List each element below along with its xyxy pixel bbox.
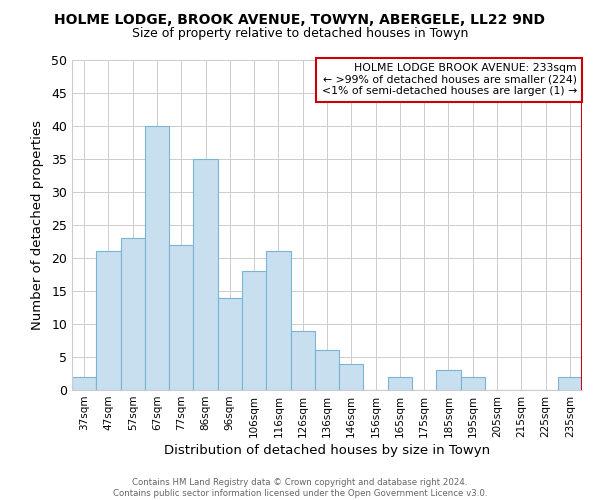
Bar (242, 271, 266, 390)
Bar (72, 377, 96, 390)
X-axis label: Distribution of detached houses by size in Towyn: Distribution of detached houses by size … (164, 444, 490, 457)
Bar (218, 298, 242, 390)
Bar (339, 364, 364, 390)
Bar (388, 377, 412, 390)
Bar (315, 350, 339, 390)
Bar (436, 370, 461, 390)
Text: HOLME LODGE BROOK AVENUE: 233sqm
← >99% of detached houses are smaller (224)
<1%: HOLME LODGE BROOK AVENUE: 233sqm ← >99% … (322, 64, 577, 96)
Text: Contains HM Land Registry data © Crown copyright and database right 2024.
Contai: Contains HM Land Registry data © Crown c… (113, 478, 487, 498)
Bar (169, 245, 193, 390)
Bar (193, 159, 218, 390)
Bar (290, 330, 315, 390)
Y-axis label: Number of detached properties: Number of detached properties (31, 120, 44, 330)
Bar (461, 377, 485, 390)
Bar (145, 126, 169, 390)
Bar (96, 252, 121, 390)
Bar (266, 252, 290, 390)
Bar (121, 238, 145, 390)
Text: HOLME LODGE, BROOK AVENUE, TOWYN, ABERGELE, LL22 9ND: HOLME LODGE, BROOK AVENUE, TOWYN, ABERGE… (55, 12, 545, 26)
Bar (558, 377, 582, 390)
Text: Size of property relative to detached houses in Towyn: Size of property relative to detached ho… (132, 28, 468, 40)
